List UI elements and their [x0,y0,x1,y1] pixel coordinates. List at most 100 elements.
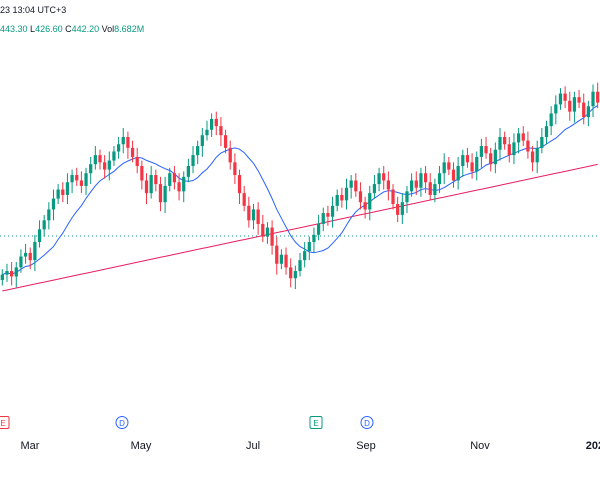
dividend-event-icon[interactable]: D [115,416,129,429]
candle-body [516,133,521,143]
candle-body [530,151,535,163]
candle-body [558,93,563,105]
dividend-event-icon[interactable]: D [360,416,374,429]
candle-body [461,155,465,166]
x-tick-nov: Nov [470,440,490,452]
x-tick-sep: Sep [356,440,376,452]
candle-body [116,144,121,152]
candle-body [335,194,339,206]
candle-body [535,147,539,163]
candle-body [582,102,586,118]
candle-body [140,165,144,181]
candle-body [14,267,18,277]
candle-body [400,202,404,215]
candle-body [172,173,177,183]
candle-body [186,165,190,177]
candle-body [158,184,163,203]
candle-body [442,162,446,174]
candle-body [554,104,558,114]
candle-body [256,209,260,224]
candle-body [107,160,111,170]
candle-body [340,194,344,201]
candle-body [65,182,70,195]
x-tick-mar: Mar [20,440,40,452]
candle-body [154,175,158,185]
candle-body [261,223,265,237]
moving-average-long [2,163,598,292]
volume-label: Vol [101,24,115,34]
candle-body [42,220,46,230]
candle-body [70,175,74,183]
candle-body [219,126,223,136]
candle-body [84,173,88,186]
candle-body [210,118,214,130]
candle-body [312,234,316,243]
candle-body [19,256,23,268]
candle-body [182,176,186,192]
candle-body [112,151,116,161]
candle-body [437,173,442,185]
candle-body [47,209,51,221]
candle-body [200,135,204,147]
close-label: C [65,24,72,34]
x-tick-2023: 2023 [585,440,600,452]
candle-body [223,135,228,148]
candle-body [168,173,172,186]
candle-body [330,205,335,217]
candle-body [61,189,65,195]
candle-body [228,147,232,163]
high-value: 443.30 [0,24,28,34]
candle-body [205,129,209,136]
candle-body [540,137,544,148]
candle-body [549,113,553,127]
time-axis[interactable]: Mar May Jul Sep Nov 2023 [0,440,600,460]
candle-body [5,271,9,275]
candle-body [191,155,195,166]
candle-body [270,227,274,246]
close-value: 442.20 [71,24,100,34]
candle-body [163,185,167,203]
candle-body [503,137,507,145]
candle-body [391,189,395,205]
candle-body [23,252,28,257]
date-readout: 23 13:04 UTC+3 [0,5,67,15]
chart-header: 23 13:04 UTC+3 443.30 L426.60 C442.20 Vo… [0,0,600,40]
candle-body [358,191,363,203]
earnings-event-icon[interactable]: E [0,416,10,429]
candle-body [242,193,246,206]
candle-body [275,245,279,264]
candle-body [451,169,456,181]
candle-body [214,118,218,127]
candle-body [144,180,149,194]
candle-body [33,242,37,261]
candle-body [130,147,135,157]
candle-body [414,180,418,188]
candle-body [316,223,321,235]
candle-body [93,155,97,165]
candle-body [51,198,56,210]
candle-body [521,133,525,141]
candle-body [251,209,256,221]
candle-body [396,204,400,215]
volume-value: 8.682M [114,24,145,34]
candle-body [572,97,577,112]
candle-body [98,155,102,163]
candle-body [10,271,14,277]
candle-body [489,153,493,165]
candle-body [28,252,32,261]
candle-body [177,182,181,192]
candle-body [586,106,590,118]
candle-body [247,205,251,221]
low-value: 426.60 [35,24,63,34]
candle-body [372,184,377,194]
earnings-event-icon[interactable]: E [309,416,323,429]
candle-body [344,187,349,201]
candle-body [126,137,130,148]
candle-body [544,126,549,138]
candle-body [423,173,428,183]
candle-body [284,254,288,268]
candle-body [237,175,242,194]
candle-body [37,229,42,243]
candle-body [577,97,581,103]
